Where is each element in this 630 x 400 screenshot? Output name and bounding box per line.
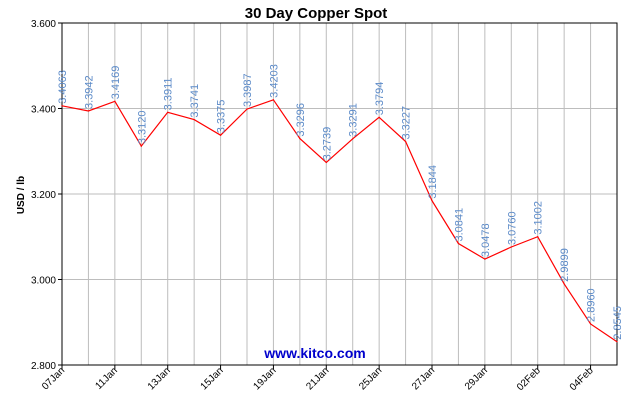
y-tick-label: 3.400	[31, 105, 56, 116]
data-label: 3.3987	[242, 73, 254, 107]
data-label: 3.1002	[533, 201, 545, 235]
data-point	[325, 161, 327, 164]
data-point	[61, 105, 63, 107]
data-label: 2.9899	[559, 248, 571, 282]
data-label: 2.8545	[612, 306, 624, 340]
data-point	[87, 110, 90, 112]
data-label: 3.0478	[480, 223, 492, 257]
data-label: 3.3911	[163, 77, 175, 110]
data-label: 3.2739	[321, 127, 333, 161]
data-point	[219, 134, 222, 136]
data-point	[246, 108, 248, 110]
data-label: 3.4169	[110, 66, 122, 100]
data-label: 3.4203	[268, 64, 280, 98]
watermark: www.kitco.com	[263, 345, 365, 361]
data-point	[563, 283, 565, 285]
price-line	[61, 99, 618, 343]
x-axis-ticks: 07Jan 11Jan 13Jan 15Jan 19Jan 21Jan 25Jan 27Jan…	[40, 365, 596, 393]
data-point	[299, 137, 301, 140]
y-tick-label: 3.600	[31, 19, 56, 30]
data-point	[167, 111, 169, 113]
x-tick-label: 15Jan	[199, 365, 226, 392]
data-label: 3.3227	[401, 106, 413, 140]
data-label: 3.3120	[136, 110, 148, 144]
x-tick-label: 25Jan	[357, 365, 384, 392]
data-point	[378, 116, 380, 118]
grid-lines	[61, 22, 618, 366]
data-point	[140, 145, 142, 147]
x-tick-label: 19Jan	[252, 365, 279, 392]
y-tick-label: 3.000	[31, 276, 56, 287]
data-label: 3.0760	[506, 211, 518, 245]
data-point	[589, 323, 592, 325]
data-label: 3.3741	[189, 84, 201, 118]
data-point	[510, 246, 512, 248]
x-tick-label: 13Jan	[146, 365, 173, 392]
x-tick-label: 04Feb	[568, 365, 596, 393]
data-labels: 3.4063 3.3942 3.4169 3.3120 3.3911 3.3741 3.33…	[57, 64, 624, 340]
x-tick-label: 27Jan	[410, 365, 437, 392]
data-point	[616, 341, 618, 343]
y-axis-ticks: 3.600 3.400 3.200 3.000 2.800	[31, 19, 62, 372]
data-label: 3.3942	[83, 75, 95, 109]
series-layer	[61, 99, 618, 343]
data-label: 3.3291	[348, 103, 360, 137]
chart-title: 30 Day Copper Spot	[245, 5, 388, 22]
data-label: 2.8960	[586, 288, 598, 322]
data-label: 3.3375	[216, 100, 228, 134]
data-point	[457, 242, 460, 245]
data-label: 3.3794	[374, 82, 386, 116]
x-tick-label: 29Jan	[463, 365, 490, 392]
data-point	[272, 99, 275, 101]
y-tick-label: 3.200	[31, 190, 56, 201]
x-tick-label: 21Jan	[304, 365, 331, 392]
data-label: 3.4063	[57, 70, 69, 104]
x-tick-label: 02Feb	[515, 365, 543, 393]
y-tick-label: 2.800	[31, 361, 56, 372]
data-label: 3.1844	[427, 165, 439, 199]
data-point	[193, 118, 195, 121]
data-point	[431, 200, 433, 202]
data-point	[537, 236, 539, 238]
x-tick-label: 11Jan	[93, 365, 120, 392]
data-point	[114, 100, 116, 102]
data-point	[484, 258, 486, 260]
data-label: 3.0841	[453, 208, 465, 242]
data-point	[352, 138, 354, 140]
data-label: 3.3296	[295, 103, 307, 137]
data-point	[404, 140, 407, 143]
y-axis-label: USD / lb	[16, 176, 27, 214]
